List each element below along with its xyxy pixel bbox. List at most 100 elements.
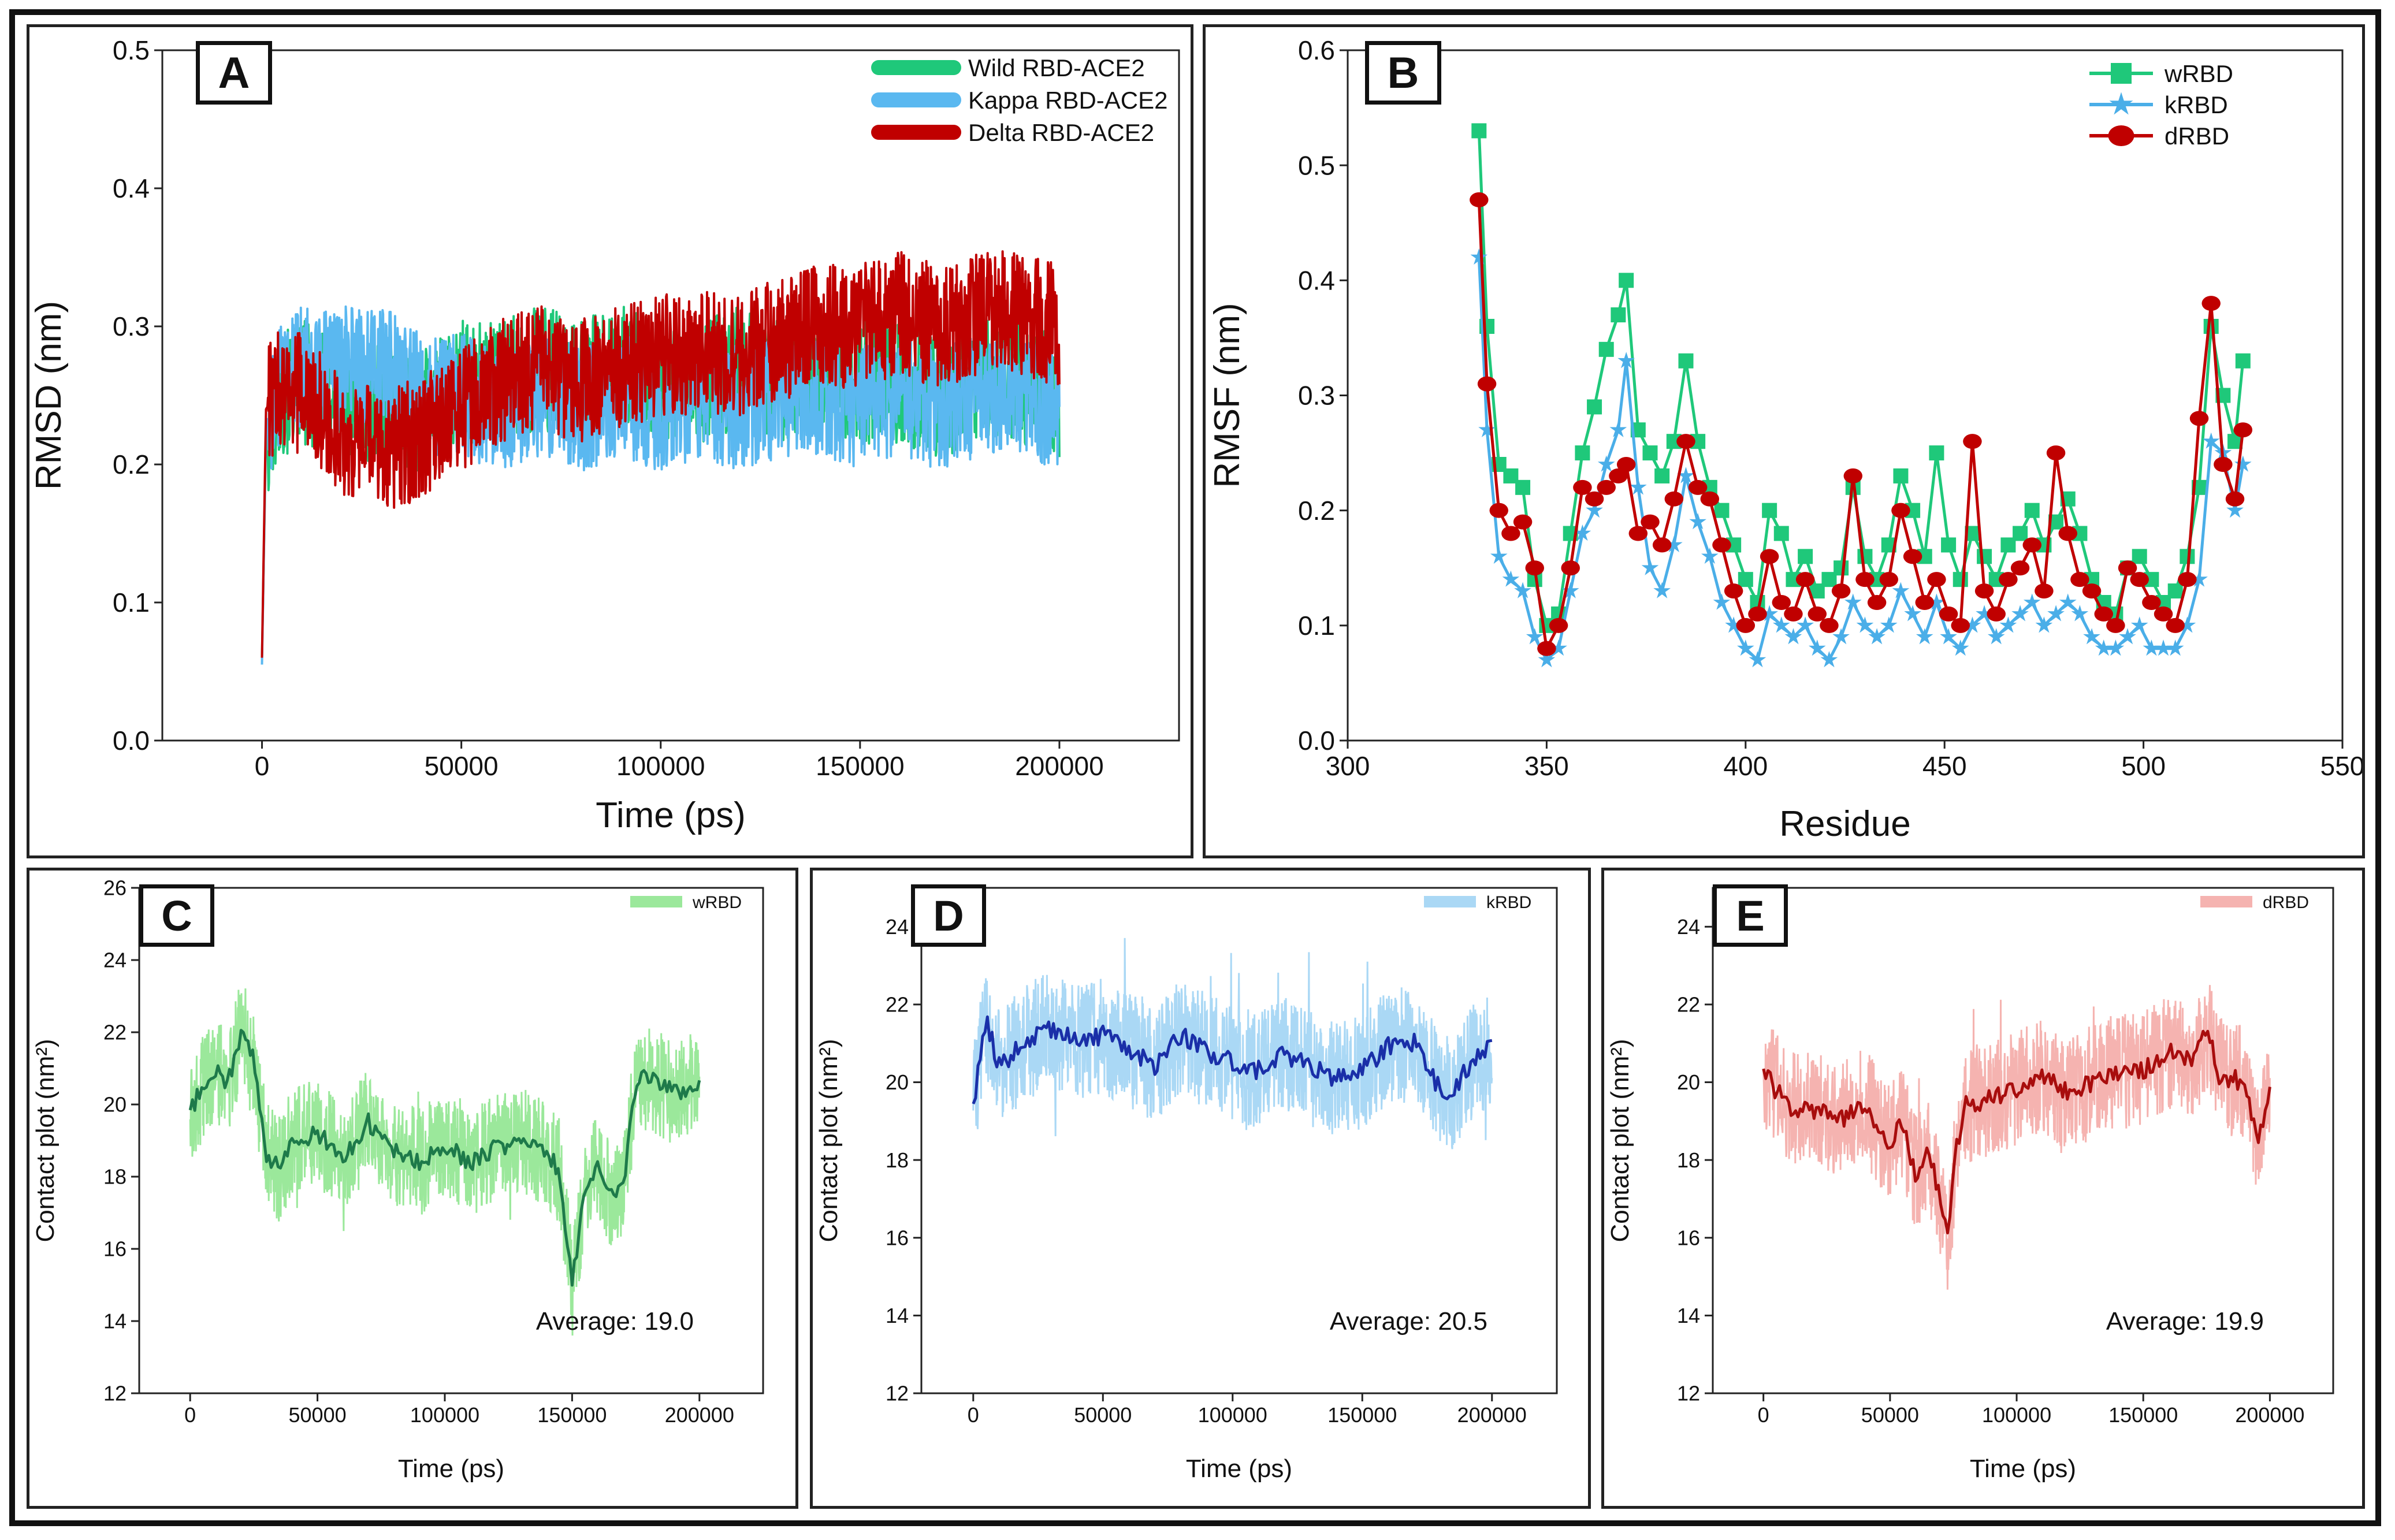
legend-marker <box>2108 125 2134 146</box>
data-point <box>1573 479 1592 495</box>
data-point <box>1784 606 1803 622</box>
data-point <box>2082 583 2102 599</box>
data-point <box>1748 606 1767 622</box>
data-point <box>1940 628 1957 645</box>
data-point <box>1490 547 1508 564</box>
series-drbd <box>1470 192 2253 656</box>
x-tick-label: 50000 <box>425 751 499 781</box>
data-point <box>1762 503 1777 518</box>
data-point <box>2070 572 2089 587</box>
x-tick-label: 300 <box>1326 751 1370 781</box>
data-point <box>1477 376 1497 392</box>
legend-label: Kappa RBD-ACE2 <box>968 87 1168 114</box>
data-point <box>1641 559 1659 575</box>
panel-e-drbd-contact: 0 50000 100000 150000 200000 12 14 16 18 20 22 24 Ti… <box>1601 868 2365 1509</box>
krbd-contact-chart: 0 50000 100000 150000 200000 12 14 16 18 20 22 24 Ti… <box>815 887 1558 1483</box>
data-point <box>1820 651 1838 668</box>
data-point <box>1795 572 1815 587</box>
x-tick-label: 100000 <box>1198 1403 1267 1427</box>
data-point <box>2178 616 2196 633</box>
data-point <box>1738 572 1753 587</box>
data-point <box>2107 639 2125 656</box>
average-contact-line <box>972 1015 1493 1104</box>
data-point <box>2023 593 2041 610</box>
y-tick-label: 0.3 <box>1298 381 1335 411</box>
panel-label-a: A <box>196 41 272 105</box>
data-point <box>1617 352 1635 369</box>
legend-label: wRBD <box>692 893 742 912</box>
data-point <box>1628 526 1648 541</box>
data-point <box>1611 307 1626 323</box>
data-point <box>1575 445 1590 461</box>
panel-b-rmsf: 300 350 400 450 500 550 0.0 0.1 0.2 0.3 0.4 0.5 0.6 R… <box>1203 24 2365 858</box>
data-point <box>2178 572 2197 587</box>
y-tick-label: 0.6 <box>1298 35 1335 65</box>
x-tick-label: 50000 <box>289 1403 347 1427</box>
data-point <box>1808 639 1826 656</box>
x-tick-label: 400 <box>1723 751 1768 781</box>
y-tick-label: 0.2 <box>1298 496 1335 526</box>
legend-label: Delta RBD-ACE2 <box>968 119 1154 146</box>
data-point <box>1953 572 1968 587</box>
data-point <box>2071 605 2089 622</box>
y-tick-label: 0.0 <box>113 726 150 756</box>
rmsd-chart: 0 50000 100000 150000 200000 0.0 0.1 0.2 0.3 0.4 0… <box>29 35 1180 835</box>
panel-label-d: D <box>911 884 986 947</box>
y-axis-label: Contact plot (nm²) <box>1606 1039 1634 1242</box>
data-point <box>1760 549 1779 564</box>
average-contact-line <box>1762 1029 2271 1234</box>
data-point <box>1609 421 1627 437</box>
data-point <box>1916 628 1933 645</box>
x-tick-label: 50000 <box>1074 1403 1132 1427</box>
data-point <box>2214 457 2233 472</box>
data-point <box>1598 341 1614 357</box>
data-point <box>2094 606 2113 622</box>
data-point <box>1999 616 2017 633</box>
data-point <box>1619 273 1634 288</box>
y-axis-label: Contact plot (nm²) <box>815 1039 843 1242</box>
drbd-contact-chart: 0 50000 100000 150000 200000 12 14 16 18 20 22 24 Ti… <box>1606 887 2334 1483</box>
wrbd-contact-chart: 0 50000 100000 150000 200000 12 14 16 18 20 22 24 26… <box>31 876 764 1483</box>
data-point <box>1987 628 2005 645</box>
x-axis-label: Time (ps) <box>1970 1455 2076 1483</box>
data-point <box>1641 514 1660 530</box>
data-point <box>1832 628 1850 645</box>
data-point <box>1974 583 1994 599</box>
data-point <box>1642 445 1658 461</box>
x-tick-label: 200000 <box>1457 1403 1527 1427</box>
data-point <box>1915 595 1935 610</box>
data-point <box>1784 628 1802 645</box>
data-point <box>2167 583 2183 599</box>
data-point <box>1652 537 1672 553</box>
data-point <box>1844 593 1862 610</box>
data-point <box>1867 595 1887 610</box>
data-point <box>1963 616 1981 633</box>
y-tick-label: 22 <box>1677 993 1700 1017</box>
data-point <box>1773 526 1789 541</box>
data-point <box>1701 547 1719 564</box>
panel-label-e: E <box>1713 884 1788 947</box>
data-point <box>1513 514 1533 530</box>
data-point <box>1597 455 1615 472</box>
data-point <box>1653 582 1671 598</box>
x-tick-label: 0 <box>968 1403 979 1427</box>
data-point <box>1904 605 1921 622</box>
data-point <box>1868 628 1885 645</box>
x-axis-label: Residue <box>1779 804 1910 844</box>
data-point <box>1616 457 1636 472</box>
panel-c-wrbd-contact: 0 50000 100000 150000 200000 12 14 16 18 20 22 24 26… <box>27 868 798 1509</box>
y-tick-label: 0.1 <box>1298 611 1335 641</box>
data-point <box>1761 605 1778 622</box>
data-point <box>1797 616 1814 633</box>
data-point <box>2132 549 2147 564</box>
data-point <box>1773 616 1790 633</box>
y-tick-label: 0.0 <box>1298 726 1335 756</box>
data-point <box>1976 605 1993 622</box>
data-point <box>1597 479 1616 495</box>
data-point <box>2233 422 2253 438</box>
data-point <box>1676 434 1695 449</box>
data-point <box>2202 432 2220 449</box>
data-point <box>2155 639 2172 656</box>
data-point <box>1893 468 1909 483</box>
data-point <box>2166 618 2185 633</box>
